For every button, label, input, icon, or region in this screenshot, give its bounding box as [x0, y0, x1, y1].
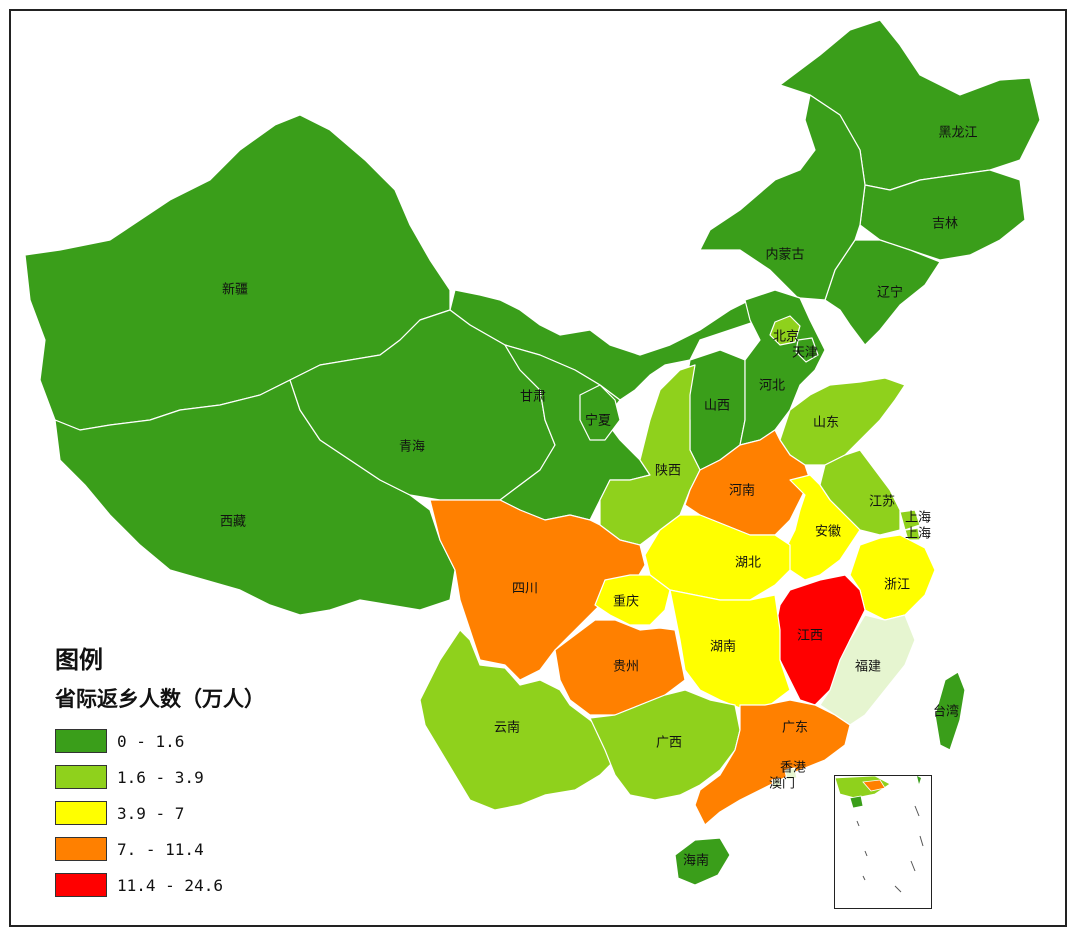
- province-label: 云南: [494, 720, 520, 736]
- legend-swatch: [55, 837, 107, 861]
- province-label: 浙江: [884, 578, 910, 593]
- legend-range-label: 0 - 1.6: [117, 731, 185, 751]
- province-anhui[interactable]: [784, 474, 861, 581]
- province-label: 湖北: [735, 556, 761, 571]
- province-label: 天津: [792, 346, 818, 361]
- province-label: 上海: [905, 511, 931, 526]
- legend-swatch: [55, 729, 107, 753]
- province-label: 陕西: [655, 464, 681, 479]
- legend-range-label: 3.9 - 7: [117, 803, 185, 823]
- legend-item: 0 - 1.6: [55, 723, 265, 759]
- province-hongkong[interactable]: [784, 767, 798, 781]
- inset-map: [834, 775, 924, 893]
- province-label: 贵州: [613, 660, 639, 675]
- province-shandong[interactable]: [779, 377, 906, 466]
- legend-range-label: 11.4 - 24.6: [117, 875, 223, 895]
- province-label: 四川: [512, 582, 538, 597]
- legend-range-label: 7. - 11.4: [117, 839, 204, 859]
- legend-item: 7. - 11.4: [55, 831, 265, 867]
- province-guizhou[interactable]: [554, 619, 686, 716]
- province-ningxia[interactable]: [579, 384, 621, 441]
- province-label: 黑龙江: [938, 126, 977, 141]
- province-label: 青海: [399, 440, 425, 455]
- south-china-sea-inset: [834, 775, 932, 909]
- province-label: 新疆: [222, 282, 248, 298]
- province-label: 河北: [759, 379, 785, 394]
- province-shanghai-label2: [904, 527, 921, 541]
- legend-title: 图例: [55, 646, 103, 674]
- province-label: 广东: [782, 721, 808, 736]
- legend-item: 3.9 - 7: [55, 795, 265, 831]
- legend-swatch: [55, 801, 107, 825]
- province-label: 山东: [813, 416, 839, 431]
- province-hunan[interactable]: [669, 589, 791, 711]
- province-label: 湖南: [710, 639, 736, 655]
- province-shaanxi[interactable]: [599, 364, 701, 546]
- province-label: 重庆: [613, 594, 639, 610]
- province-label: 海南: [683, 853, 709, 869]
- province-guangdong[interactable]: [694, 699, 851, 826]
- province-label: 安徽: [815, 525, 841, 540]
- legend-range-label: 1.6 - 3.9: [117, 767, 204, 787]
- legend-swatch: [55, 765, 107, 789]
- province-label: 山西: [704, 399, 730, 414]
- province-gansu[interactable]: [499, 344, 651, 521]
- province-label: 福建: [855, 660, 881, 675]
- province-label: 江苏: [869, 494, 895, 510]
- province-label: 吉林: [932, 217, 958, 232]
- province-label: 西藏: [220, 515, 246, 530]
- province-label: 香港: [780, 761, 806, 776]
- provinces-layer: [24, 19, 1041, 886]
- province-label: 澳门: [769, 776, 795, 792]
- legend-item: 11.4 - 24.6: [55, 867, 265, 903]
- province-label: 江西: [797, 629, 823, 644]
- province-label: 台湾: [933, 704, 959, 720]
- legend-swatch: [55, 873, 107, 897]
- labels-layer: 黑龙江吉林辽宁内蒙古新疆西藏青海甘肃宁夏山西河北北京天津山东陕西河南江苏上海上海…: [220, 126, 978, 869]
- province-label: 宁夏: [585, 413, 611, 429]
- province-beijing[interactable]: [769, 315, 801, 346]
- province-label: 辽宁: [877, 285, 903, 301]
- province-label: 甘肃: [520, 390, 546, 405]
- legend-subtitle: 省际返乡人数（万人）: [55, 687, 265, 711]
- legend-item: 1.6 - 3.9: [55, 759, 265, 795]
- province-label: 北京: [773, 330, 799, 345]
- province-chongqing[interactable]: [594, 574, 671, 626]
- province-label: 上海: [905, 527, 931, 542]
- province-label: 内蒙古: [765, 247, 804, 263]
- province-tianjin[interactable]: [795, 337, 819, 363]
- province-label: 广西: [656, 736, 682, 751]
- province-hainan[interactable]: [674, 837, 731, 886]
- province-macau[interactable]: [771, 778, 782, 789]
- legend: 图例 省际返乡人数（万人） 0 - 1.6 1.6 - 3.9 3.9 - 7 …: [55, 640, 265, 903]
- province-taiwan[interactable]: [934, 671, 966, 751]
- province-label: 河南: [729, 483, 755, 499]
- province-shanghai[interactable]: [899, 509, 921, 531]
- province-fujian[interactable]: [819, 614, 916, 726]
